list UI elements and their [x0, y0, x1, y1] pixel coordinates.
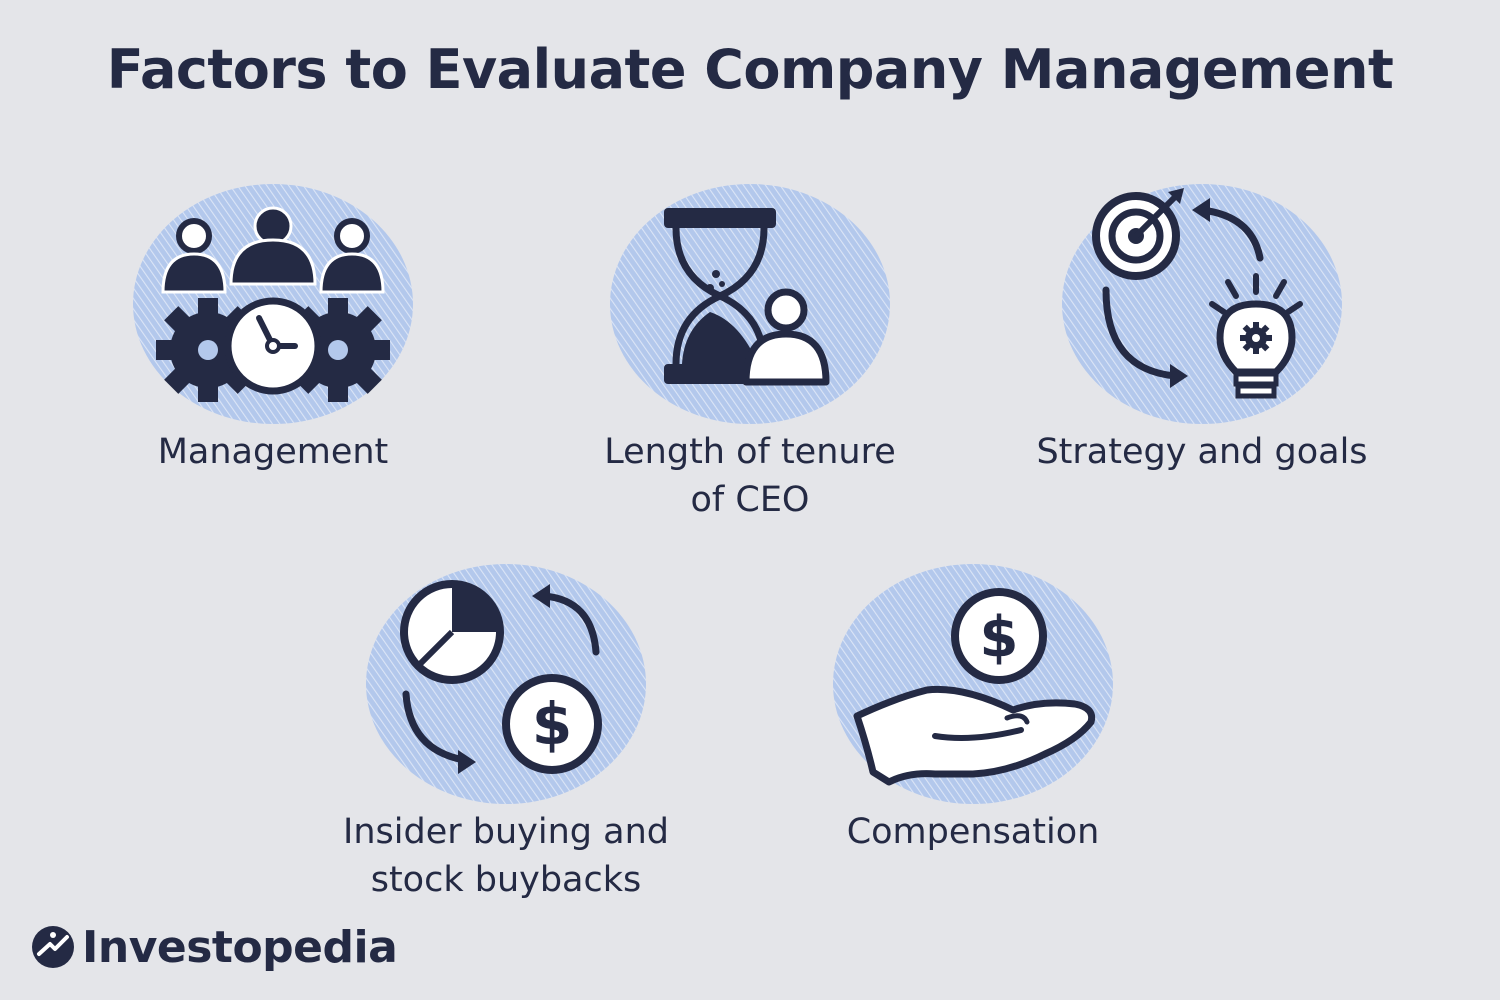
factor-label: Compensation	[773, 808, 1173, 856]
factor-label: Insider buying and stock buybacks	[306, 808, 706, 904]
investopedia-logo-icon	[32, 926, 74, 968]
factor-label: Length of tenure of CEO	[550, 428, 950, 524]
factor-label-line1: Insider buying and	[343, 812, 669, 852]
investopedia-logo[interactable]: Investopedia	[30, 915, 398, 979]
factor-label: Management	[73, 428, 473, 476]
factor-label-line1: Strategy and goals	[1036, 432, 1368, 472]
factor-compensation: $ Compensation	[773, 560, 1173, 1000]
factor-label-line2: of CEO	[690, 480, 810, 520]
factor-label-line1: Management	[157, 432, 389, 472]
hand-coin-icon: $	[833, 564, 1113, 804]
pie-dollar-cycle-icon: $	[366, 564, 646, 804]
svg-text:$: $	[980, 605, 1019, 670]
logo-text: Investopedia	[82, 921, 398, 973]
factor-label-line1: Compensation	[846, 812, 1100, 852]
factor-tenure: Length of tenure of CEO	[550, 180, 950, 660]
page-title: Factors to Evaluate Company Management	[106, 38, 1394, 101]
factor-management: Management	[73, 180, 473, 660]
factor-label: Strategy and goals	[1002, 428, 1402, 476]
factor-strategy: Strategy and goals	[1002, 180, 1402, 660]
factor-insider: $ Insider buying and stock buybacks	[306, 560, 706, 1000]
factor-label-line1: Length of tenure	[604, 432, 896, 472]
hourglass-person-icon	[610, 184, 890, 424]
factor-label-line2: stock buybacks	[370, 860, 642, 900]
svg-text:$: $	[532, 690, 572, 758]
team-gears-clock-icon	[133, 184, 413, 424]
target-lightbulb-cycle-icon	[1062, 184, 1342, 424]
